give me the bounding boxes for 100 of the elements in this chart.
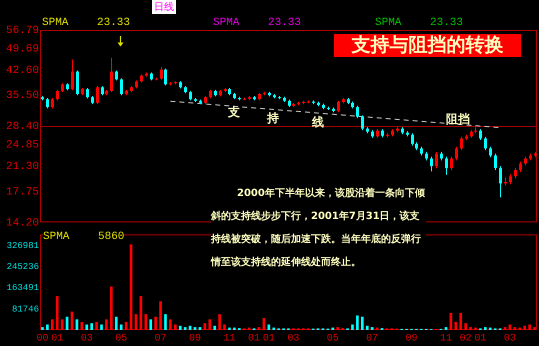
candlestick: [120, 78, 123, 96]
bar: [351, 324, 354, 330]
candlestick: [519, 161, 522, 173]
x-tick-label: 01: [474, 334, 486, 345]
candlestick: [96, 86, 99, 105]
y-tick-label: 163491: [6, 283, 39, 294]
candlestick: [411, 132, 414, 146]
bar: [262, 318, 266, 330]
annotation: SPMA 5860: [43, 231, 124, 243]
y-tick-label: 21.30: [6, 161, 39, 174]
candlestick: [115, 70, 118, 81]
bar: [50, 319, 54, 330]
candlestick: [164, 68, 167, 86]
y-tick-label: 24.85: [6, 140, 39, 152]
chart-title: 支持与阻挡的转换: [334, 34, 521, 57]
bar: [223, 324, 226, 330]
candlestick: [450, 156, 453, 171]
candlestick: [484, 136, 487, 151]
bar: [100, 324, 103, 330]
annotation: 支: [228, 104, 240, 121]
y-tick-label: 326981: [6, 240, 39, 251]
candlestick: [460, 136, 463, 151]
bar: [164, 314, 167, 330]
bar: [41, 327, 44, 330]
bar: [204, 323, 206, 330]
y-tick-label: 17.75: [6, 186, 39, 198]
bar: [80, 322, 84, 330]
bar: [114, 316, 118, 330]
bar: [134, 314, 138, 330]
y-tick-label: 81746: [12, 304, 39, 314]
text: 日线: [152, 0, 176, 14]
x-tick-label: 07: [154, 334, 167, 345]
x-tick-label: 11: [223, 334, 236, 345]
bar: [370, 327, 374, 330]
bar: [267, 324, 270, 330]
candlestick: [445, 156, 448, 176]
y-tick-label: 14.20: [6, 217, 39, 230]
candlestick: [479, 128, 482, 141]
candlestick: [499, 166, 502, 198]
x-tick-label: 09: [188, 334, 202, 345]
bar: [144, 314, 148, 330]
y-tick-label: 245236: [6, 262, 39, 272]
annotation: 线: [312, 114, 324, 131]
bar: [85, 324, 88, 330]
bar: [484, 327, 487, 330]
x-tick-label: 03: [287, 334, 300, 345]
bar: [194, 327, 196, 330]
candlestick: [435, 151, 438, 169]
bar: [514, 327, 516, 330]
bar: [46, 324, 49, 330]
bar: [336, 327, 340, 330]
bar: [60, 319, 64, 330]
x-tick-label: 03: [80, 334, 93, 345]
candlestick: [76, 70, 79, 96]
bar: [70, 312, 74, 330]
y-tick-label: 49.69: [6, 43, 39, 56]
candlestick: [337, 100, 340, 113]
bar: [169, 319, 172, 330]
bar: [90, 323, 93, 330]
bar: [208, 319, 212, 330]
bar: [120, 324, 123, 330]
candlestick: [110, 57, 113, 93]
bar: [258, 327, 260, 330]
bar: [508, 324, 512, 330]
bar: [159, 301, 162, 330]
y-tick-label: 56.79: [6, 24, 39, 37]
annotation: 阻挡: [446, 111, 470, 128]
bar: [450, 312, 452, 330]
bar: [154, 316, 157, 330]
candlestick: [160, 66, 163, 80]
bar: [184, 327, 186, 330]
bar: [149, 319, 152, 330]
candlestick: [56, 89, 59, 101]
y-tick-label: 28.40: [6, 121, 39, 134]
text: SPMA 23.33: [213, 17, 302, 29]
x-tick-label: 02: [460, 334, 472, 345]
bar: [105, 319, 108, 330]
bar: [464, 323, 467, 330]
bar: [110, 286, 113, 330]
x-tick-label: 09: [406, 334, 418, 345]
text: 2000年下半年以来，该股沿着一条向下倾斜的支持线步步下行，2001年7月31日，该支持线被突破，随后加速下跌。当年年底的反弹行情至该支持线的延伸线处而终止。: [211, 188, 425, 268]
x-tick-label: 00: [36, 334, 48, 345]
bar: [124, 322, 128, 330]
x-tick-label: 01: [262, 334, 275, 345]
bar: [360, 316, 364, 330]
bar: [56, 296, 59, 330]
x-tick-label: 11: [440, 334, 452, 345]
y-tick-label: 42.60: [6, 64, 39, 77]
x-tick-label: 01: [248, 334, 260, 345]
candlestick: [361, 114, 364, 131]
candlestick: [494, 153, 497, 171]
x-tick-label: 05: [326, 334, 339, 345]
annotation: 持: [267, 110, 279, 127]
text: SPMA 23.33: [42, 17, 130, 29]
bar: [454, 322, 458, 330]
bar: [174, 324, 177, 330]
bar: [533, 327, 536, 330]
candlestick: [46, 97, 49, 109]
bar: [198, 327, 202, 330]
bar: [140, 296, 142, 330]
